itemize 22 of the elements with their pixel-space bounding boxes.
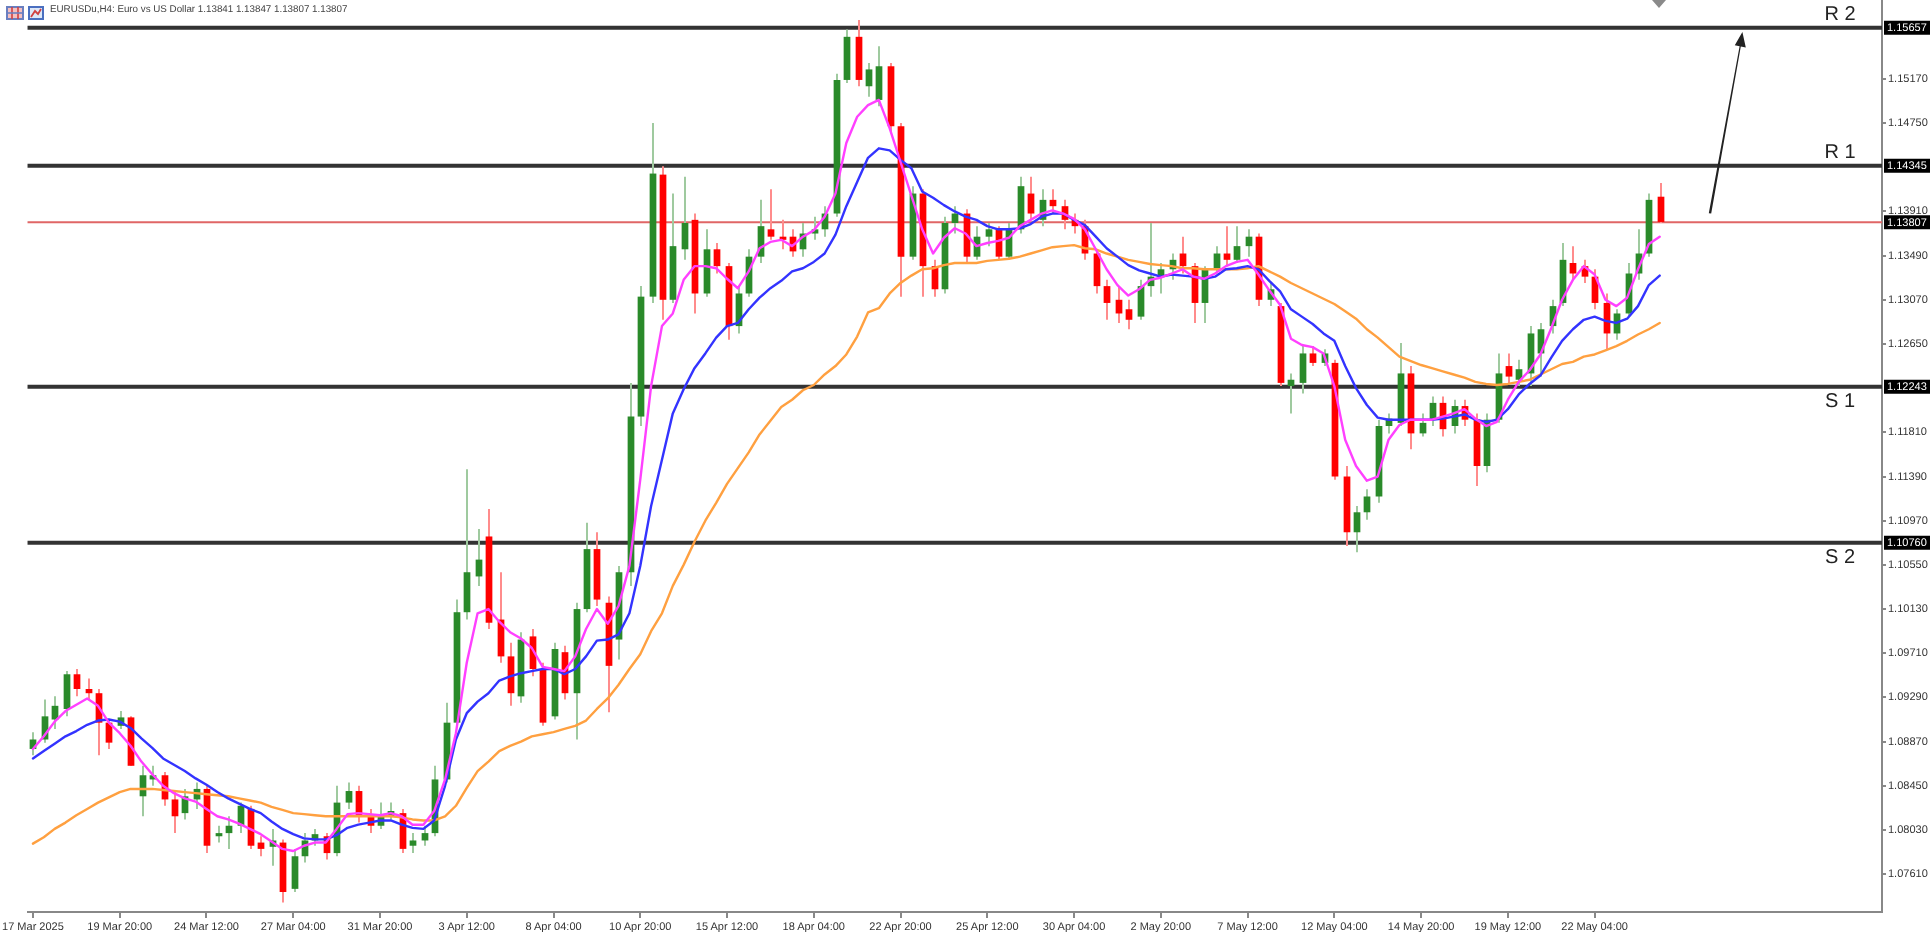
candlestick <box>345 781 353 810</box>
candlestick <box>171 791 179 835</box>
candlestick <box>865 62 873 98</box>
candlestick <box>1505 352 1513 384</box>
candlestick <box>1233 225 1241 264</box>
candlestick <box>1125 298 1133 331</box>
candlestick <box>1299 345 1307 395</box>
candlestick <box>985 222 993 248</box>
candlestick <box>1309 345 1317 368</box>
candlestick <box>767 188 775 241</box>
ref-line-label: R 1 <box>1824 142 1857 165</box>
candlestick <box>1363 488 1371 521</box>
candlestick <box>1353 504 1361 554</box>
candlestick <box>1103 278 1111 321</box>
candlestick <box>713 241 721 275</box>
candlestick <box>73 668 81 698</box>
candlestick <box>291 847 299 894</box>
ref-line-label: R 2 <box>1824 4 1857 27</box>
candlestick <box>409 832 417 855</box>
ref-line-label: S 2 <box>1824 547 1856 570</box>
candlestick <box>1027 175 1035 221</box>
ref-line-label: S 1 <box>1824 391 1856 414</box>
